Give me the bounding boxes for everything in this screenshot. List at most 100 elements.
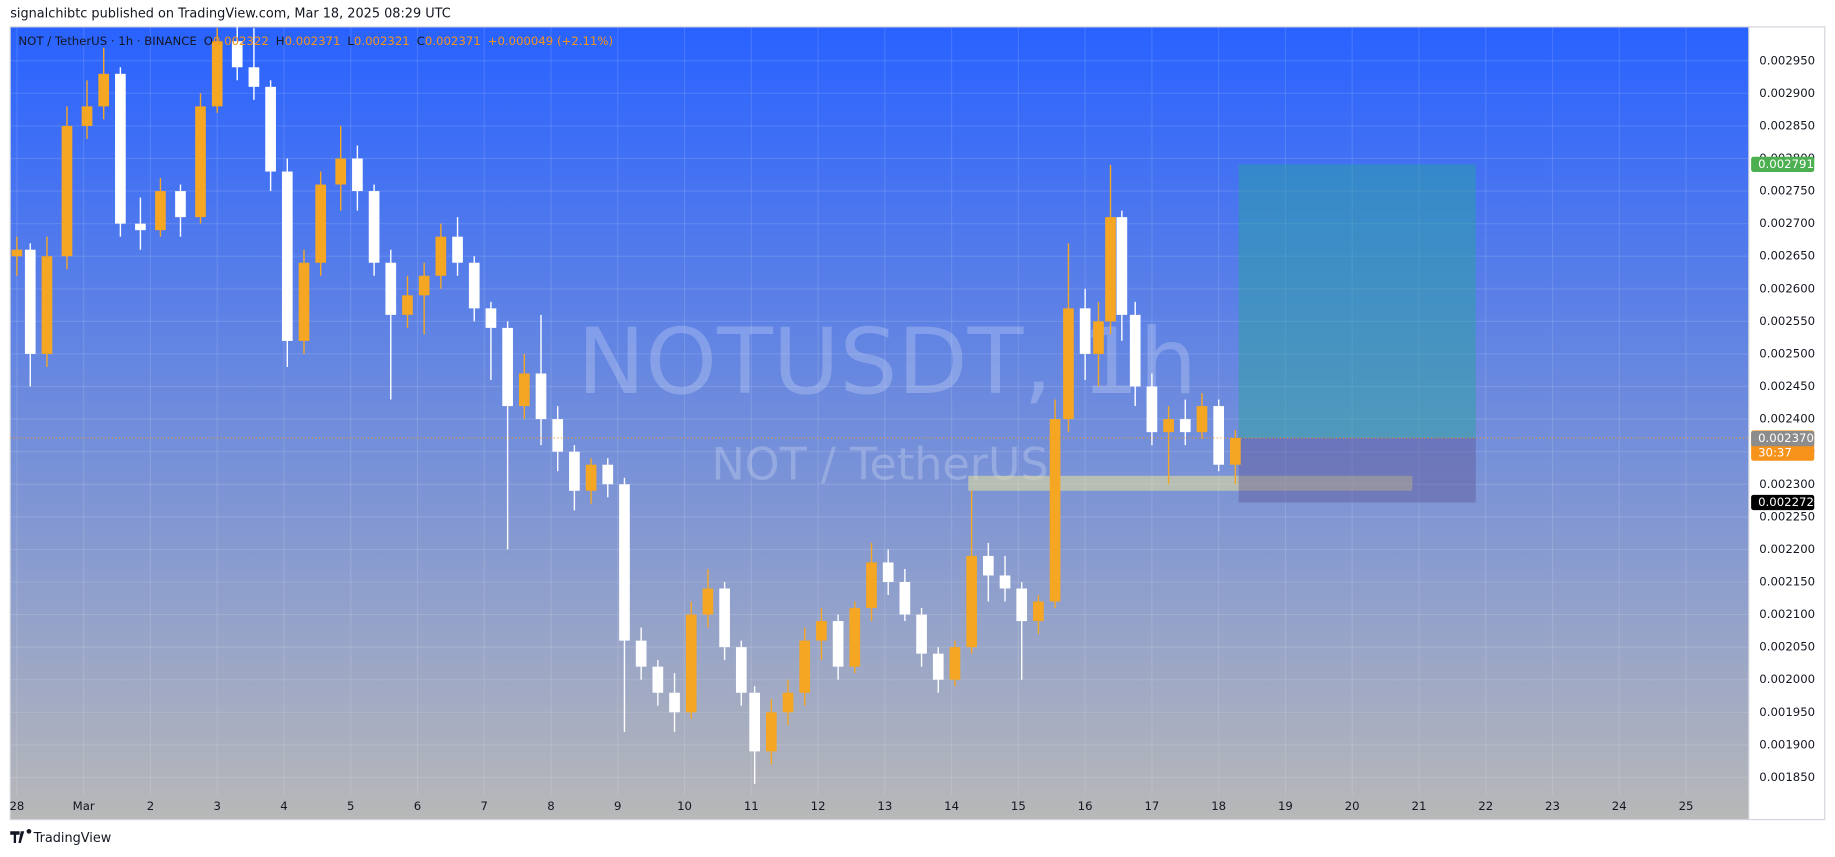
candle-body [98,73,110,107]
position-loss [1238,438,1476,503]
candle-body [766,712,777,752]
y-tick-label: 0.002150 [1759,574,1815,588]
candle-body [735,647,747,693]
candle-body [799,640,811,693]
candle-body [1146,386,1158,433]
candle-body [231,41,243,68]
candle-body [135,223,146,231]
candle-body [782,692,794,713]
legend-part: L [347,33,354,47]
y-tick-label: 0.002750 [1759,184,1815,198]
candle-body [1129,314,1141,387]
legend-part: H [276,33,285,47]
candle-body [1033,601,1044,622]
y-tick-label: 0.002900 [1759,86,1815,100]
x-tick-label: 5 [347,799,354,813]
candle-body [1063,308,1074,420]
y-tick-label: 0.002500 [1759,346,1815,360]
y-tick-label: 0.002850 [1759,118,1815,132]
candle-body [368,191,380,263]
x-tick-label: 10 [677,799,692,813]
price-countdown: 30:37 [1758,446,1792,460]
candle-body [916,614,927,654]
y-tick-label: 0.001950 [1759,705,1815,719]
price-tag-label: 0.002272 [1758,495,1814,509]
y-tick-label: 0.001850 [1759,770,1815,784]
candle-body [1016,588,1028,622]
x-tick-label: 3 [213,799,220,813]
candle-body [552,419,564,452]
candle-body [352,158,363,192]
candle-body [1093,321,1104,354]
brand: TradingView [33,831,112,846]
x-tick-label: 20 [1345,799,1360,813]
candle-body [41,256,53,354]
candle-body [385,262,397,315]
x-tick-label: 16 [1078,799,1093,813]
y-tick-label: 0.002400 [1759,412,1815,426]
support-zone [968,475,1413,491]
candle-body [866,562,877,609]
candle-body [315,184,327,263]
x-tick-label: 19 [1278,799,1293,813]
candle-body [652,666,664,693]
candle-body [535,373,547,420]
brand-logo [10,828,32,843]
y-tick-label: 0.002050 [1759,640,1815,654]
x-tick-label: 18 [1211,799,1226,813]
watermark-title: NOTUSDT, 1h [577,308,1197,415]
price-tag [1751,494,1815,511]
position-profit [1238,164,1476,439]
candle-body [1116,217,1128,315]
x-tick-label: 17 [1144,799,1159,813]
candle-body [435,236,447,276]
candle-body [1196,406,1208,433]
x-tick-label: 7 [481,799,488,813]
candle-body [418,275,430,296]
price-tag [1751,156,1815,172]
candle-body [816,621,827,641]
candle-body [1079,308,1091,354]
legend-part: O [204,33,213,47]
legend-part: 0.002322 [213,33,269,47]
y-tick-label: 0.002250 [1759,509,1815,523]
candle-body [932,653,944,680]
y-tick-label: 0.002700 [1759,216,1815,230]
y-tick-label: 0.001900 [1759,737,1815,751]
marks-layer [10,15,1749,796]
candle-body [1049,419,1061,602]
candle-body [1163,419,1174,433]
legend-part: 0.002321 [354,33,410,47]
price-tag [1751,431,1815,447]
x-tick-label: 4 [280,799,287,813]
candle-body [982,555,994,576]
y-tick-label: 0.002650 [1759,249,1815,263]
candle-body [24,249,36,354]
legend-part: C [417,33,425,47]
candle-body [485,308,497,328]
candle-body [585,464,597,491]
candle-body [719,588,730,648]
candle-body [966,555,977,648]
candle-body [265,86,276,172]
candle-body [195,106,206,218]
y-tick-label: 0.002600 [1759,281,1815,295]
candle-body [281,171,293,341]
x-tick-label: 13 [877,799,892,813]
candle-body [11,249,23,257]
x-tick-label: 11 [744,799,759,813]
y-tick-label: 0.002200 [1759,542,1815,556]
legend-part: 0.002371 [425,33,481,47]
y-tick-label: 0.002100 [1759,607,1815,621]
candle-body [1179,419,1191,433]
candle-body [749,692,760,752]
y-tick-label: 0.002550 [1759,314,1815,328]
candle-body [635,640,647,667]
x-tick-label: 23 [1545,799,1560,813]
x-tick-label: 25 [1679,799,1694,813]
candle-body [61,125,73,257]
candle-body [619,484,630,641]
x-tick-label: 8 [547,799,554,813]
